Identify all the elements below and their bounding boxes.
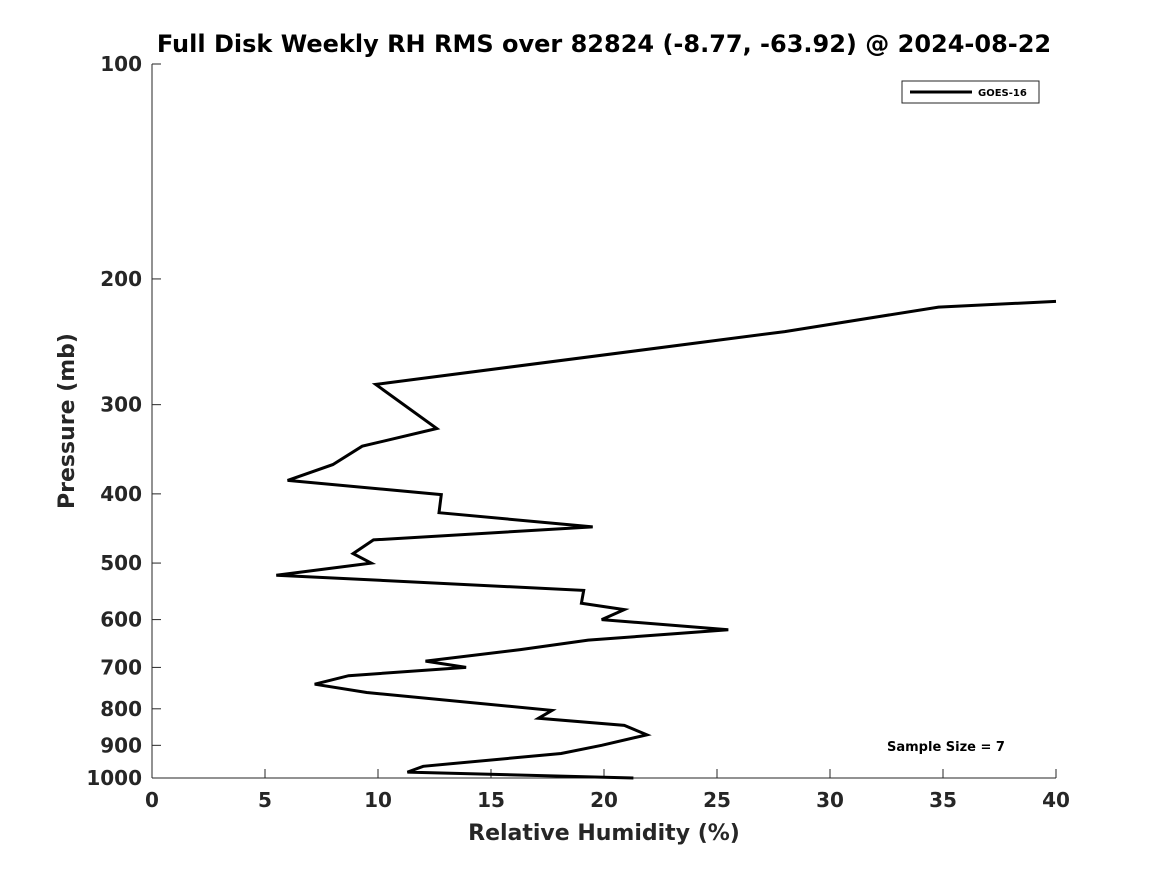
series-line-goes16 bbox=[276, 299, 1057, 780]
x-tick-label: 35 bbox=[929, 788, 957, 812]
y-tick-label: 100 bbox=[100, 52, 142, 76]
x-tick-label: 10 bbox=[364, 788, 392, 812]
x-tick-label: 5 bbox=[258, 788, 272, 812]
x-tick-label: 15 bbox=[477, 788, 505, 812]
chart-title: Full Disk Weekly RH RMS over 82824 (-8.7… bbox=[157, 30, 1051, 58]
sample-size-annotation: Sample Size = 7 bbox=[887, 740, 1005, 755]
x-tick-label: 20 bbox=[590, 788, 618, 812]
y-tick-label: 800 bbox=[100, 697, 142, 721]
x-tick-label: 25 bbox=[703, 788, 731, 812]
y-tick-label: 200 bbox=[100, 267, 142, 291]
y-tick-label: 1000 bbox=[86, 766, 142, 790]
x-axis-ticks: 0 5 10 15 20 25 30 35 40 bbox=[145, 769, 1070, 812]
y-axis-ticks: 100 200 300 400 500 600 700 800 900 1000 bbox=[86, 52, 161, 790]
y-tick-label: 300 bbox=[100, 393, 142, 417]
legend-entry-goes16: GOES-16 bbox=[978, 88, 1027, 99]
y-tick-label: 400 bbox=[100, 482, 142, 506]
y-axis-label: Pressure (mb) bbox=[55, 333, 80, 509]
y-tick-label: 700 bbox=[100, 655, 142, 679]
x-tick-label: 40 bbox=[1042, 788, 1070, 812]
x-axis-label: Relative Humidity (%) bbox=[468, 821, 740, 846]
y-tick-label: 600 bbox=[100, 608, 142, 632]
y-tick-label: 900 bbox=[100, 733, 142, 757]
x-tick-label: 0 bbox=[145, 788, 159, 812]
legend: GOES-16 bbox=[901, 80, 1040, 104]
x-tick-label: 30 bbox=[816, 788, 844, 812]
y-tick-label: 500 bbox=[100, 551, 142, 575]
